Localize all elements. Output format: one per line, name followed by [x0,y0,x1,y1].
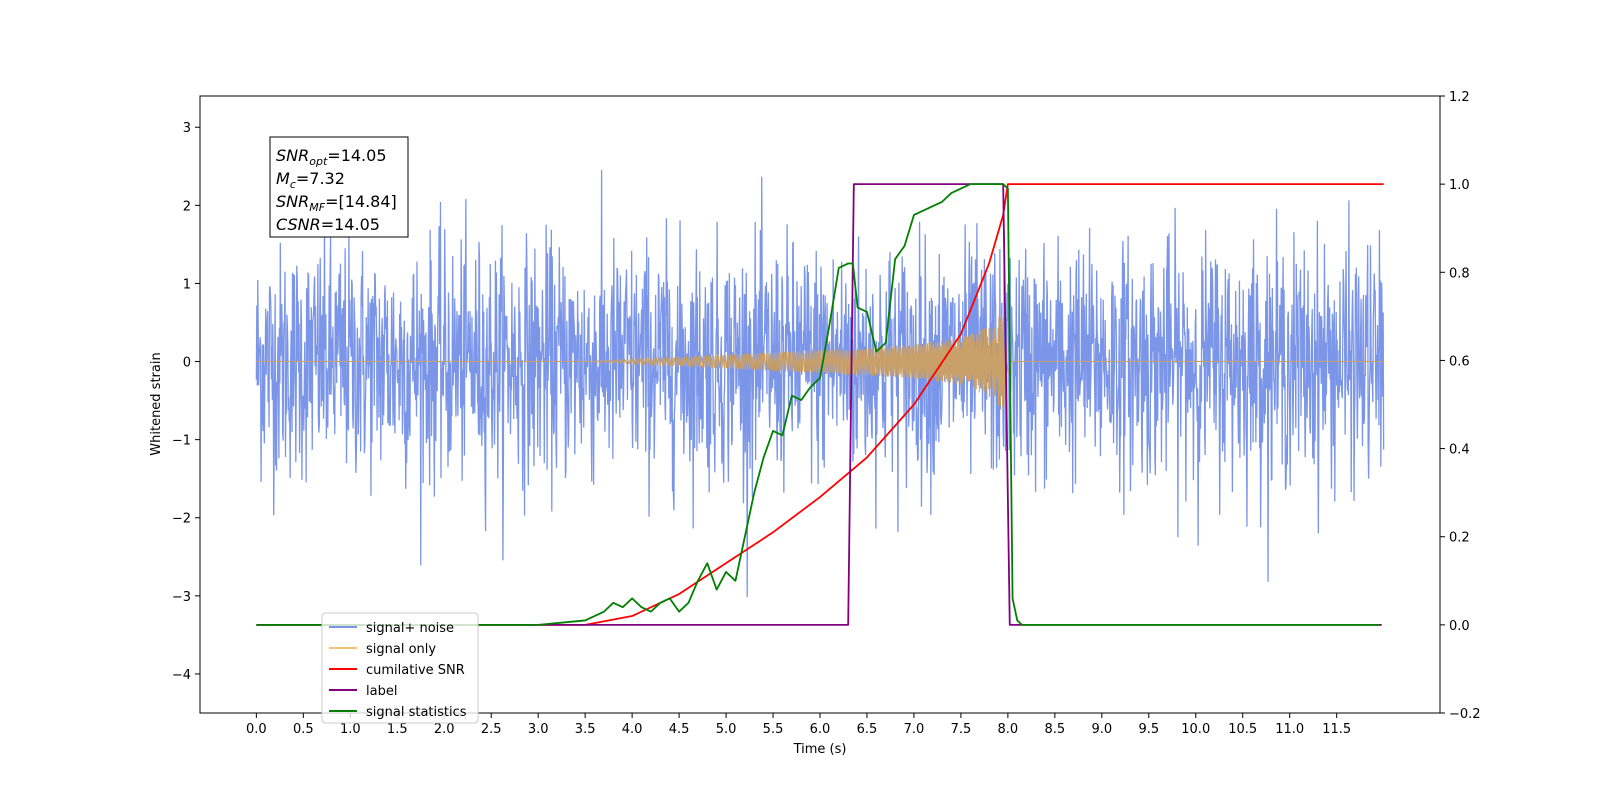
y-right-tick-label: −0.2 [1449,707,1481,722]
annotation-line: CSNR=14.05 [276,215,380,234]
legend-label: cumilative SNR [366,663,465,678]
y-right-tick-label: 1.0 [1449,178,1470,193]
y-right-tick-label: 0.8 [1449,266,1470,281]
x-tick-label: 2.0 [434,722,455,737]
y-left-tick-label: −3 [172,590,191,605]
annotation-line: SNRMF=[14.84] [276,192,397,214]
plot-area [255,169,1385,626]
x-tick-label: 9.5 [1138,722,1159,737]
annotation-line: SNRopt=14.05 [276,146,387,168]
x-tick-label: 8.0 [998,722,1019,737]
x-axis: 0.0 0.5 1.0 1.5 2.0 2.5 3.0 3.5 4.0 4.5 5.0 5.5 6.0 6… [246,713,1351,737]
legend-label: signal only [366,642,436,657]
x-tick-label: 10.5 [1228,722,1257,737]
annotation-line: Mc=7.32 [276,169,345,191]
x-tick-label: 1.0 [340,722,361,737]
series-signal-statistics [256,183,1379,626]
annotation-frame [269,136,409,238]
legend-label: signal statistics [366,705,467,720]
x-tick-label: 4.5 [669,722,690,737]
x-tick-label: 4.0 [622,722,643,737]
series-cumulative-snr [256,183,1384,626]
legend-label: signal+ noise [366,621,454,636]
y-right-tick-label: 1.2 [1449,90,1470,105]
y-left-tick-label: 3 [183,121,191,136]
series-signal-only [256,314,1384,409]
y-left-tick-label: −1 [172,434,191,449]
y-left-tick-label: 0 [183,356,191,371]
x-tick-label: 11.0 [1275,722,1304,737]
y-right-tick-label: 0.4 [1449,443,1470,458]
x-tick-label: 7.5 [951,722,972,737]
y-right-tick-label: 0.2 [1449,531,1470,546]
x-tick-label: 11.5 [1322,722,1351,737]
series-signal-noise [255,169,1385,598]
legend-label: label [366,684,397,699]
y-right-tick-label: 0.6 [1449,354,1470,369]
x-tick-label: 0.0 [246,722,267,737]
x-tick-label: 0.5 [293,722,314,737]
y-axis-right: −0.2 0.0 0.2 0.4 0.6 0.8 1.0 1.2 [1440,90,1481,722]
x-tick-label: 6.0 [810,722,831,737]
x-tick-label: 6.5 [857,722,878,737]
x-tick-label: 1.5 [387,722,408,737]
x-tick-label: 5.5 [763,722,784,737]
y-left-tick-label: 1 [183,277,191,292]
y-axis-label: Whitened strain [149,352,164,455]
x-tick-label: 7.0 [904,722,925,737]
x-axis-label: Time (s) [793,742,847,757]
x-tick-label: 5.0 [716,722,737,737]
y-right-tick-label: 0.0 [1449,619,1470,634]
x-tick-label: 8.5 [1045,722,1066,737]
y-left-tick-label: −4 [172,668,191,683]
annotation-box: SNRopt=14.05Mc=7.32SNRMF=[14.84]CSNR=14.… [269,136,409,238]
y-left-tick-label: 2 [183,199,191,214]
x-tick-label: 2.5 [481,722,502,737]
legend-frame [321,612,479,724]
x-tick-label: 3.0 [528,722,549,737]
legend: signal+ noise signal only cumilative SNR la… [321,612,479,724]
x-tick-label: 10.0 [1181,722,1210,737]
y-axis-left: −4 −3 −2 −1 0 1 2 3 [172,121,200,683]
x-tick-label: 3.5 [575,722,596,737]
x-tick-label: 9.0 [1091,722,1112,737]
y-left-tick-label: −2 [172,512,191,527]
